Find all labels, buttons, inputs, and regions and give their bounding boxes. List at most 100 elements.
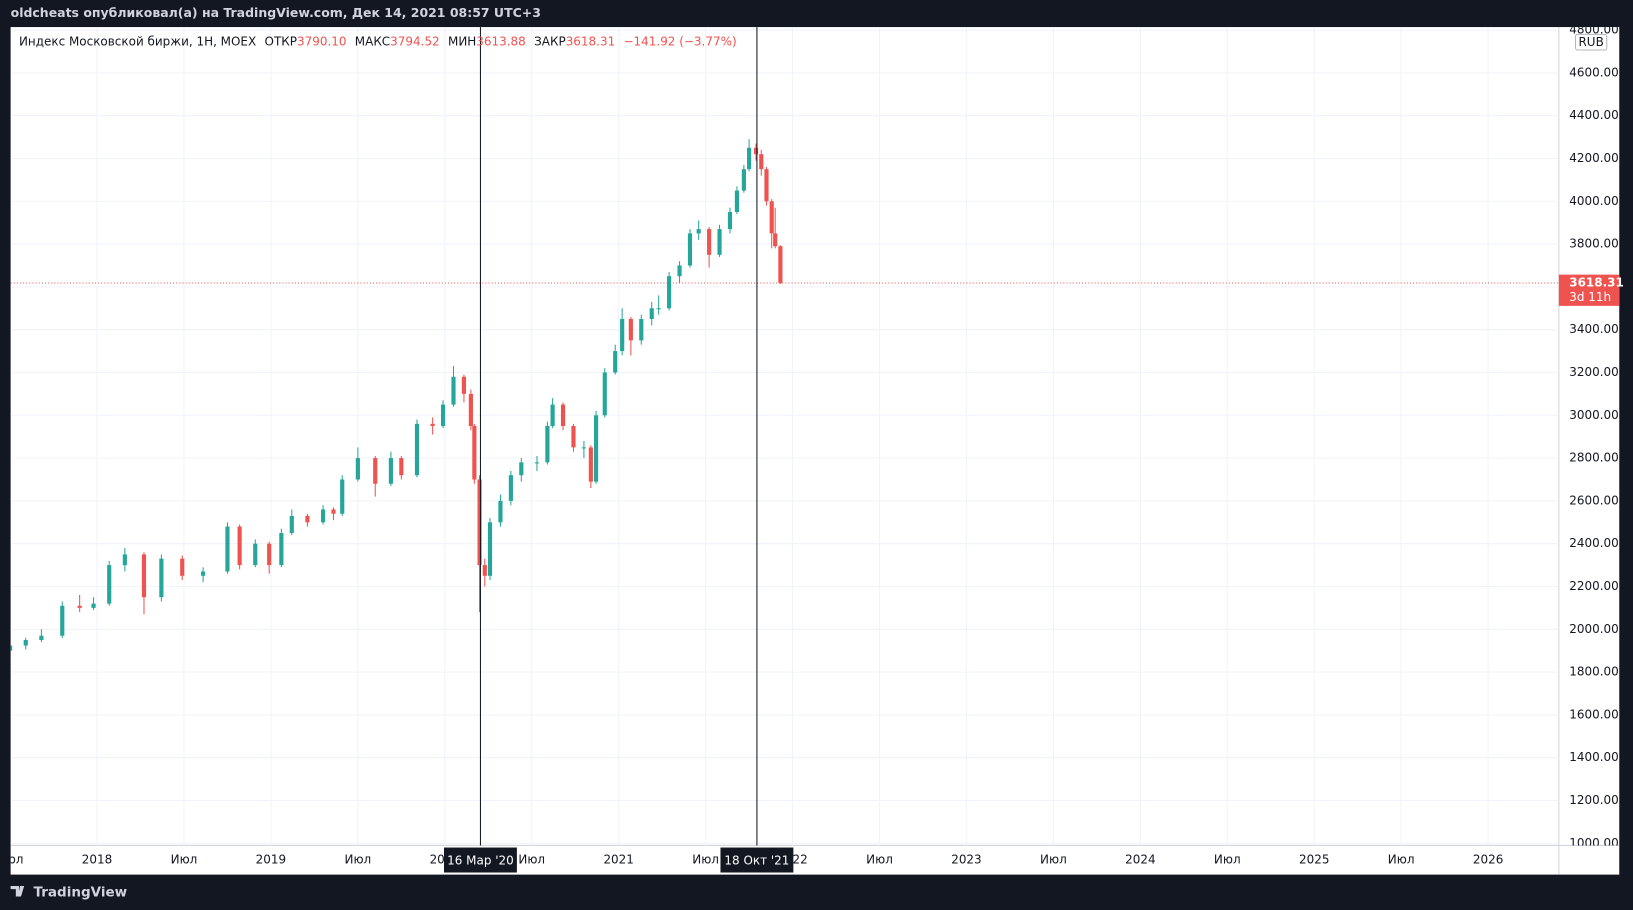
x-tick-label: Июл (866, 853, 893, 867)
legend-symbol: Индекс Московской биржи, 1Н, MOEX (19, 34, 256, 48)
crosshair-label: 18 Окт '21 (724, 854, 789, 868)
y-tick-label: 3400.00 (1569, 322, 1619, 336)
candle-body (747, 147, 752, 170)
countdown: 3d 11h (1569, 290, 1611, 304)
candle-body (10, 645, 13, 651)
chart-area (10, 27, 1620, 875)
candle-body (289, 515, 294, 533)
candle-body (487, 522, 493, 576)
candle-body (560, 404, 566, 426)
y-tick-label: 2400.00 (1569, 536, 1619, 550)
candle-body (508, 475, 513, 501)
candle-body (225, 526, 230, 572)
candle-body (571, 425, 576, 448)
candle-body (305, 515, 310, 523)
y-tick-label: 2200.00 (1569, 579, 1619, 593)
candle-body (628, 318, 633, 341)
candle-body (534, 462, 540, 464)
x-tick-label: 2019 (256, 853, 286, 867)
crosshair-label-bg (720, 847, 794, 873)
x-tick-label: Июл (0, 853, 23, 867)
candle-body (472, 425, 477, 480)
candle-body (613, 351, 618, 373)
legend-field-label: ОТКР (265, 34, 297, 48)
x-tick-label: 2018 (82, 853, 112, 867)
candle-body (656, 308, 661, 310)
candle-body (734, 190, 740, 212)
candle-body (717, 229, 722, 255)
candle-body (60, 605, 65, 636)
x-tick-label: Июл (692, 853, 719, 867)
y-tick-label: 1600.00 (1569, 707, 1619, 721)
candle-body (687, 233, 693, 266)
candle-body (482, 565, 487, 576)
candle-body (769, 201, 774, 234)
candle-body (440, 404, 446, 426)
y-tick-label: 4200.00 (1569, 151, 1619, 165)
candle-body (468, 393, 473, 426)
legend-field-value: 3618.31 (566, 34, 615, 48)
x-tick-label: 2021 (603, 853, 633, 867)
candle-body (602, 372, 607, 416)
candle-body (331, 509, 336, 514)
candle-body (107, 565, 112, 604)
currency: RUB (1578, 35, 1603, 49)
candle-body (159, 558, 164, 598)
candle-body (639, 318, 644, 341)
candle-body (588, 447, 593, 482)
x-tick-label: 2024 (1125, 853, 1155, 867)
y-tick-label: 2800.00 (1569, 451, 1619, 465)
candle-body (414, 423, 420, 476)
candle-body (355, 458, 360, 480)
candle-body (545, 425, 550, 463)
legend-field-label: ЗАКР (534, 34, 566, 48)
candle-body (581, 447, 586, 449)
candle-body (279, 532, 284, 566)
candle-body (773, 233, 778, 247)
legend-change: −141.92 (−3.77%) (624, 34, 737, 48)
candle-body (253, 543, 258, 566)
crosshair-label-bg (444, 847, 517, 873)
y-tick-label: 4000.00 (1569, 194, 1619, 208)
x-tick-label: Июл (1388, 853, 1415, 867)
candle-body (23, 639, 28, 646)
candle-body (77, 605, 82, 608)
x-tick-label: 2026 (1473, 853, 1503, 867)
candle-body (759, 154, 764, 170)
crosshair-label: 16 Мар '20 (447, 854, 514, 868)
legend: Индекс Московской биржи, 1Н, MOEX ОТКР379… (19, 34, 737, 48)
candle-body (461, 376, 467, 394)
y-tick-label: 4800.00 (1569, 23, 1619, 37)
candle-body (141, 554, 147, 598)
y-tick-label: 1000.00 (1569, 836, 1619, 850)
y-tick-label: 1200.00 (1569, 793, 1619, 807)
legend-field-label: МИН (448, 34, 476, 48)
candle-body (727, 211, 733, 230)
candle-body (451, 376, 456, 405)
candle-body (753, 147, 759, 155)
candle-body (399, 458, 404, 476)
legend-field-value: 3790.10 (297, 34, 347, 48)
currency-box (1575, 33, 1608, 51)
candle-body (321, 509, 326, 523)
candle-body (430, 423, 435, 426)
candle-body (237, 526, 242, 566)
y-tick-label: 4600.00 (1569, 65, 1619, 79)
candle-body (373, 458, 378, 484)
header: oldcheats опубликовал(а) на TradingView.… (11, 5, 541, 20)
candle-body (741, 169, 746, 191)
candle-body (707, 229, 712, 255)
y-tick-label: 3000.00 (1569, 408, 1619, 422)
x-tick-label: Июл (1214, 853, 1241, 867)
candle-body (764, 169, 769, 202)
candle-body (677, 265, 682, 277)
candle-body (201, 571, 206, 576)
brand-name: TradingView (34, 884, 128, 900)
legend-field-label: МАКС (355, 34, 390, 48)
y-tick-label: 1800.00 (1569, 665, 1619, 679)
candle-body (667, 276, 672, 309)
legend-field-value: 3613.88 (476, 34, 525, 48)
y-tick-label: 2600.00 (1569, 493, 1619, 507)
